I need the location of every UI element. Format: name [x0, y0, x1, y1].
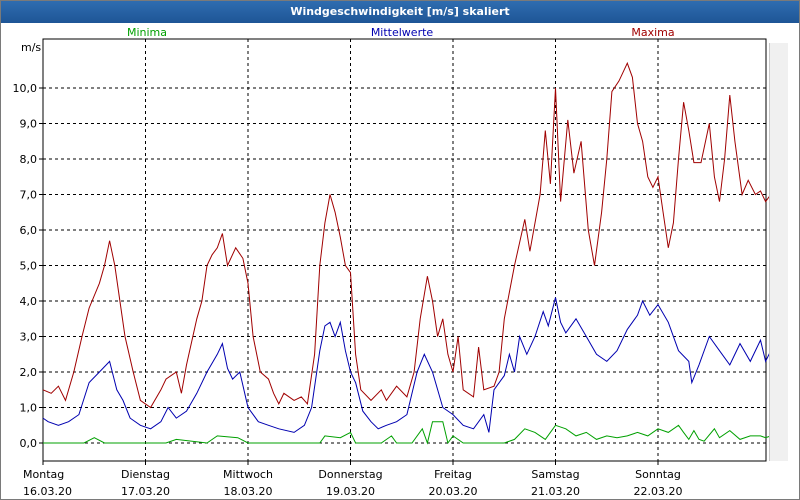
window-title: Windgeschwindigkeit [m/s] skaliert — [1, 1, 799, 23]
x-tick-label-date: 21.03.20 — [531, 485, 580, 498]
series-layer — [42, 61, 772, 445]
series-line-minima — [43, 421, 771, 445]
y-tick-label: 7,0 — [20, 189, 38, 202]
series-line-maxima — [42, 61, 772, 409]
chart-canvas: 0,0 1,0 2,0 3,0 4,0 5,0 6,0 7,0 8,0 9,0 10,0 m/s Mon… — [13, 26, 772, 498]
x-tick-label-day: Donnerstag — [318, 468, 382, 481]
vertical-scrollbar[interactable] — [769, 43, 788, 461]
legend-layer: Minima Mittelwerte Maxima — [127, 26, 675, 39]
legend-mittelwerte: Mittelwerte — [371, 26, 434, 39]
x-tick-label-day: Freitag — [434, 468, 472, 481]
y-tick-label: 4,0 — [20, 295, 38, 308]
series-line-mittelwerte — [42, 297, 772, 433]
y-tick-label: 0,0 — [20, 437, 38, 450]
legend-maxima: Maxima — [631, 26, 674, 39]
axes-layer: 0,0 1,0 2,0 3,0 4,0 5,0 6,0 7,0 8,0 9,0 10,0 m/s Mon… — [13, 38, 767, 498]
x-tick-label-day: Mittwoch — [223, 468, 273, 481]
plot-area-border — [42, 38, 767, 462]
x-tick-label-date: 19.03.20 — [326, 485, 375, 498]
y-tick-label: 1,0 — [20, 402, 38, 415]
y-tick-label: 3,0 — [20, 331, 38, 344]
x-tick-label-day: Dienstag — [121, 468, 170, 481]
y-tick-label: 6,0 — [20, 224, 38, 237]
x-tick-label-day: Sonntag — [635, 468, 681, 481]
grid-layer — [43, 39, 766, 461]
y-tick-label: 10,0 — [13, 82, 38, 95]
x-tick-label-date: 22.03.20 — [634, 485, 683, 498]
legend-minima: Minima — [127, 26, 167, 39]
x-tick-label-day: Montag — [23, 468, 64, 481]
x-tick-label-day: Samstag — [531, 468, 579, 481]
x-tick-label-date: 20.03.20 — [429, 485, 478, 498]
x-tick-label-date: 17.03.20 — [121, 485, 170, 498]
y-tick-label: 8,0 — [20, 153, 38, 166]
y-tick-label: 5,0 — [20, 260, 38, 273]
x-tick-label-date: 18.03.20 — [224, 485, 273, 498]
y-axis-label: m/s — [21, 41, 41, 54]
x-tick-label-date: 16.03.20 — [23, 485, 72, 498]
y-tick-label: 9,0 — [20, 118, 38, 131]
y-tick-label: 2,0 — [20, 366, 38, 379]
